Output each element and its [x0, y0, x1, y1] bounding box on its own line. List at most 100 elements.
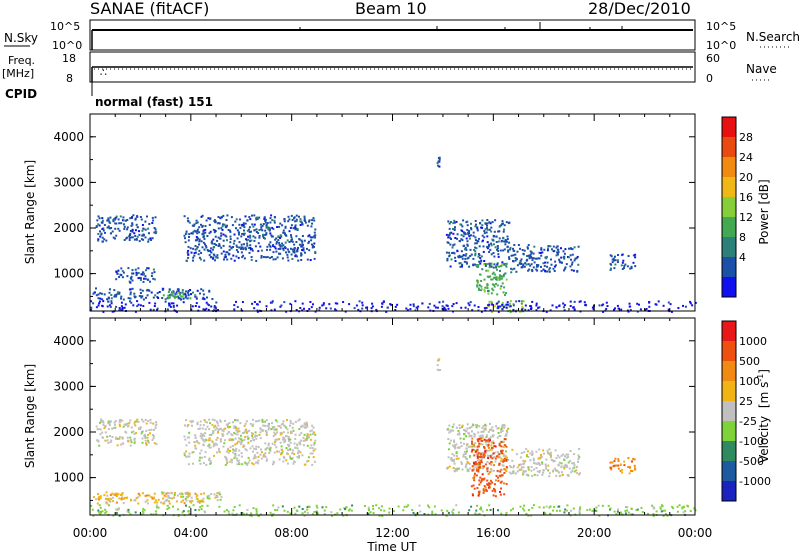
power-cell	[448, 251, 451, 254]
power-cell	[540, 254, 543, 257]
power-cell	[279, 245, 282, 248]
power-cell	[461, 239, 464, 242]
velocity-cell	[117, 507, 120, 510]
velocity-cell	[571, 470, 574, 473]
velocity-scatter-region	[90, 504, 697, 517]
velocity-cell	[164, 499, 167, 502]
velocity-cell	[208, 418, 211, 421]
velocity-cell	[289, 438, 292, 441]
velocity-cell	[479, 456, 482, 458]
velocity-cell	[498, 444, 501, 447]
velocity-cell	[280, 423, 283, 426]
velocity-cell	[302, 444, 305, 447]
velocity-cell	[480, 455, 483, 458]
velocity-cell	[449, 439, 452, 442]
velocity-cell	[475, 474, 478, 477]
velocity-cell	[245, 428, 248, 431]
velocity-cell	[307, 456, 310, 459]
velocity-cell	[339, 508, 342, 511]
power-cell	[556, 251, 559, 254]
velocity-cell	[273, 451, 276, 454]
velocity-cell	[447, 466, 449, 469]
power-cell	[101, 305, 104, 308]
power-cell	[244, 222, 247, 225]
power-cell	[109, 222, 112, 224]
velocity-cell	[223, 442, 226, 445]
velocity-cell	[392, 510, 395, 513]
velocity-cell	[541, 462, 544, 465]
power-cell	[303, 217, 306, 220]
power-cell	[620, 264, 623, 267]
power-cell	[279, 234, 282, 237]
velocity-cell	[232, 448, 235, 451]
velocity-cell	[479, 481, 482, 484]
velocity-cell	[196, 500, 199, 503]
power-cell	[212, 257, 214, 260]
power-cell	[247, 247, 250, 249]
power-cell	[283, 301, 286, 304]
velocity-cell	[222, 430, 225, 433]
velocity-cell	[267, 442, 270, 445]
velocity-cell	[566, 465, 569, 468]
velocity-cell	[244, 430, 247, 432]
power-cell	[241, 246, 244, 249]
power-cell	[482, 250, 485, 253]
power-cell	[131, 222, 134, 225]
power-cell	[474, 250, 477, 253]
power-cell	[266, 256, 269, 259]
power-cell	[636, 310, 639, 313]
velocity-cell	[185, 493, 188, 495]
power-cell	[478, 288, 480, 291]
velocity-cell	[487, 445, 490, 448]
power-cell	[226, 258, 229, 261]
velocity-cell	[116, 492, 119, 495]
power-cell	[474, 246, 477, 249]
velocity-cell	[543, 452, 545, 455]
velocity-cell	[624, 509, 627, 512]
power-cell	[489, 248, 492, 251]
power-cell	[474, 252, 477, 255]
velocity-cell	[486, 467, 489, 470]
power-cell	[501, 308, 504, 311]
velocity-cell	[184, 498, 187, 500]
velocity-cell	[350, 509, 353, 512]
power-cell	[500, 224, 503, 227]
velocity-cell	[315, 504, 318, 507]
velocity-cell	[321, 506, 324, 509]
velocity-cell	[499, 470, 502, 473]
velocity-cell	[304, 423, 307, 426]
power-cell	[113, 289, 116, 292]
power-cell	[147, 238, 150, 241]
velocity-cell	[565, 456, 568, 459]
power-cell	[261, 229, 264, 232]
power-cell	[208, 232, 211, 235]
velocity-cell	[494, 479, 497, 482]
velocity-cell	[476, 455, 479, 458]
velocity-cell	[460, 461, 463, 464]
velocity-cell	[542, 449, 545, 452]
velocity-cell	[245, 420, 248, 423]
power-cell	[570, 258, 572, 261]
velocity-cell	[482, 489, 485, 492]
power-cell	[195, 251, 197, 254]
power-cell	[483, 230, 486, 232]
power-cell	[493, 230, 496, 233]
velocity-cell	[450, 458, 453, 460]
power-cell	[496, 248, 498, 251]
velocity-cell	[542, 506, 545, 509]
power-cell	[154, 216, 157, 219]
velocity-cell	[250, 432, 253, 435]
power-cell	[138, 233, 141, 236]
velocity-cell	[104, 431, 107, 434]
power-cell	[166, 308, 169, 311]
velocity-cell	[207, 439, 210, 442]
power-cell	[141, 295, 144, 298]
power-cell	[194, 239, 197, 242]
velocity-cell	[474, 442, 477, 445]
power-cell	[310, 306, 313, 309]
power-cell	[495, 241, 498, 243]
power-cell	[129, 288, 132, 291]
power-cell	[477, 287, 480, 290]
power-cell	[528, 268, 531, 271]
